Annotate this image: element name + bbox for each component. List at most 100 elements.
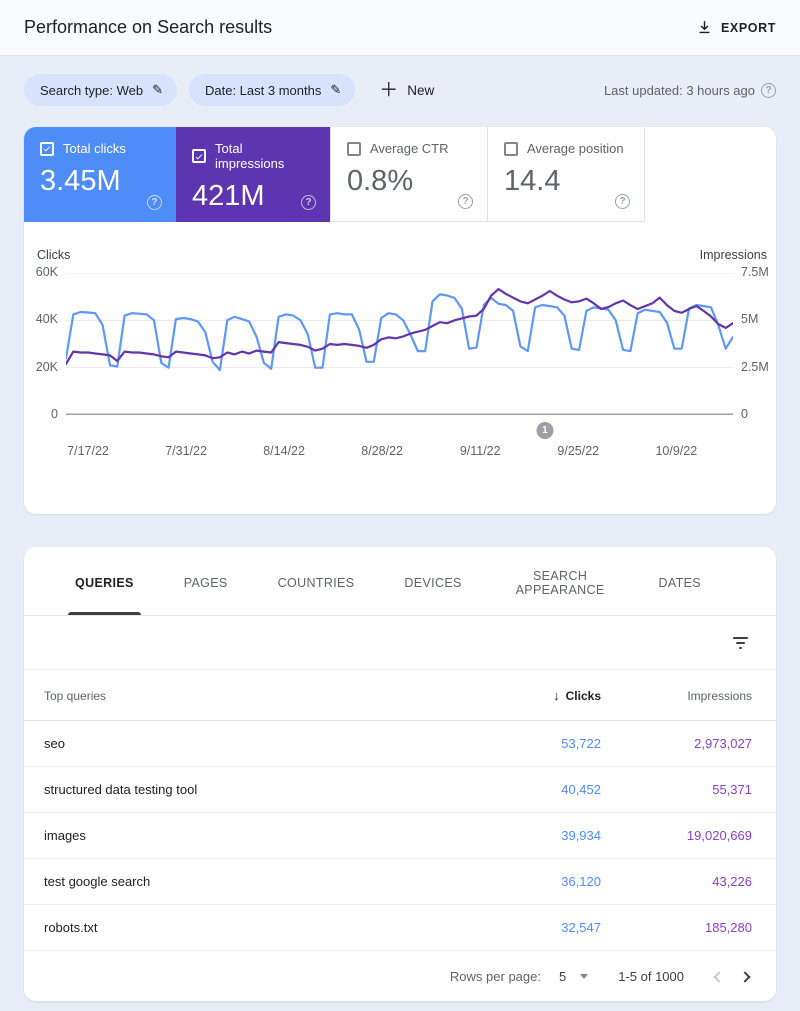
rows-per-page-value: 5: [558, 968, 567, 984]
metric-label: Average CTR: [370, 141, 449, 156]
metric-total-clicks[interactable]: Total clicks 3.45M ?: [24, 127, 176, 222]
cell-clicks: 53,722: [451, 720, 601, 767]
cell-impr: 55,371: [601, 766, 776, 813]
rows-per-page-select[interactable]: 5: [558, 968, 589, 984]
cell-impr: 43,226: [601, 858, 776, 905]
metric-average-ctr[interactable]: Average CTR 0.8% ?: [330, 127, 487, 222]
column-header-top-queries[interactable]: Top queries: [24, 670, 451, 721]
cell-clicks: 32,547: [451, 904, 601, 951]
left-axis-title: Clicks: [37, 248, 71, 262]
x-axis-tick: 9/25/22: [557, 444, 600, 458]
sort-desc-icon: ↓: [553, 688, 560, 703]
metric-value: 0.8%: [347, 165, 414, 197]
tab-pages[interactable]: PAGES: [171, 547, 241, 615]
date-range-chip-label: Date: Last 3 months: [205, 82, 322, 98]
metric-total-impressions[interactable]: Total impressions 421M ?: [176, 127, 330, 222]
cell-impr: 19,020,669: [601, 812, 776, 859]
pagination-range: 1-5 of 1000: [618, 968, 684, 984]
left-axis-tick: 20K: [35, 360, 58, 374]
x-axis-tick: 8/28/22: [361, 444, 404, 458]
filter-toolbar: Search type: Web ✎ Date: Last 3 months ✎…: [0, 56, 800, 106]
dimension-tabs: QUERIES PAGES COUNTRIES DEVICES SEARCH APPEA…: [24, 547, 776, 616]
tab-countries[interactable]: COUNTRIES: [265, 547, 368, 615]
column-header-clicks[interactable]: ↓ Clicks: [451, 670, 601, 721]
dimensions-table-card: QUERIES PAGES COUNTRIES DEVICES SEARCH APPEA…: [24, 547, 776, 1001]
cell-impr: 185,280: [601, 904, 776, 951]
check-icon: [43, 146, 51, 152]
metric-average-position[interactable]: Average position 14.4 ?: [487, 127, 645, 222]
rows-per-page-label: Rows per page:: [449, 968, 541, 984]
plus-icon: ＋: [379, 79, 399, 101]
metric-label: Total clicks: [63, 141, 126, 156]
help-icon[interactable]: ?: [761, 82, 776, 98]
export-label: EXPORT: [721, 20, 776, 35]
metric-label: Average position: [527, 141, 624, 156]
tab-queries[interactable]: QUERIES: [62, 547, 147, 615]
x-axis-tick: 10/9/22: [655, 444, 698, 458]
chevron-right-icon: [739, 970, 751, 983]
cell-clicks: 36,120: [451, 858, 601, 905]
chart-annotation-marker[interactable]: 1: [536, 422, 554, 439]
previous-page-button: [706, 963, 732, 990]
cell-query: structured data testing tool: [24, 766, 451, 813]
table-row[interactable]: test google search 36,120 43,226: [24, 858, 776, 905]
total-clicks-checkbox[interactable]: [40, 141, 54, 156]
last-updated-text: Last updated: 3 hours ago: [603, 82, 755, 98]
column-header-impressions[interactable]: Impressions: [601, 670, 776, 721]
right-axis-tick: 7.5M: [741, 265, 769, 279]
metric-strip: Total clicks 3.45M ? Total impressions 4…: [24, 127, 776, 222]
help-icon[interactable]: ?: [147, 195, 162, 210]
last-updated: Last updated: 3 hours ago ?: [603, 82, 776, 98]
search-type-chip[interactable]: Search type: Web ✎: [24, 74, 177, 106]
tab-devices[interactable]: DEVICES: [391, 547, 474, 615]
table-row[interactable]: seo 53,722 2,973,027: [24, 720, 776, 767]
table-toolbar: [24, 616, 776, 670]
x-axis-tick: 7/17/22: [67, 444, 109, 458]
timeseries-chart: Clicks Impressions 60K 40K 20K 0 7.5M 5M 2.5M…: [24, 248, 776, 484]
cell-clicks: 39,934: [451, 812, 601, 859]
export-button[interactable]: EXPORT: [696, 19, 776, 36]
date-range-chip[interactable]: Date: Last 3 months ✎: [189, 74, 356, 106]
tab-search-appearance[interactable]: SEARCH APPEARANCE: [499, 547, 622, 615]
right-axis-title: Impressions: [699, 248, 767, 262]
average-ctr-checkbox[interactable]: [347, 141, 361, 156]
dropdown-caret-icon: [580, 973, 589, 979]
next-page-button[interactable]: [732, 963, 758, 990]
chart-plot: [66, 273, 733, 415]
metric-value: 3.45M: [40, 165, 121, 197]
filter-list-icon[interactable]: [727, 631, 754, 655]
cell-clicks: 40,452: [451, 766, 601, 813]
table-row[interactable]: robots.txt 32,547 185,280: [24, 904, 776, 951]
right-axis-tick: 0: [741, 407, 748, 421]
cell-query: test google search: [24, 858, 451, 905]
cell-query: robots.txt: [24, 904, 451, 951]
tab-dates[interactable]: DATES: [646, 547, 715, 615]
new-filter-label: New: [407, 82, 435, 98]
cell-query: seo: [24, 720, 451, 767]
new-filter-button[interactable]: ＋ New: [379, 81, 434, 100]
search-type-chip-label: Search type: Web: [40, 82, 144, 98]
download-icon: [699, 21, 710, 34]
right-axis-tick: 5M: [741, 312, 759, 326]
x-axis-tick: 8/14/22: [263, 444, 305, 458]
help-icon[interactable]: ?: [615, 194, 630, 209]
table-row[interactable]: images 39,934 19,020,669: [24, 812, 776, 859]
page-title: Performance on Search results: [24, 17, 273, 37]
x-axis-tick: 7/31/22: [165, 444, 207, 458]
left-axis-tick: 40K: [35, 312, 58, 326]
check-icon: [195, 153, 203, 159]
x-axis-tick: 9/11/22: [459, 444, 501, 458]
edit-pencil-icon: ✎: [330, 82, 342, 97]
average-position-checkbox[interactable]: [504, 141, 518, 156]
table-row[interactable]: structured data testing tool 40,452 55,371: [24, 766, 776, 813]
help-icon[interactable]: ?: [458, 194, 473, 209]
metric-value: 421M: [192, 180, 265, 212]
left-axis-tick: 60K: [35, 265, 58, 279]
chevron-left-icon: [713, 970, 725, 983]
help-icon[interactable]: ?: [301, 195, 316, 210]
left-axis-tick: 0: [51, 407, 58, 421]
app-header: Performance on Search results EXPORT: [0, 0, 800, 56]
metric-label: Total impressions: [215, 141, 285, 171]
cell-query: images: [24, 812, 451, 859]
total-impressions-checkbox[interactable]: [192, 149, 206, 163]
